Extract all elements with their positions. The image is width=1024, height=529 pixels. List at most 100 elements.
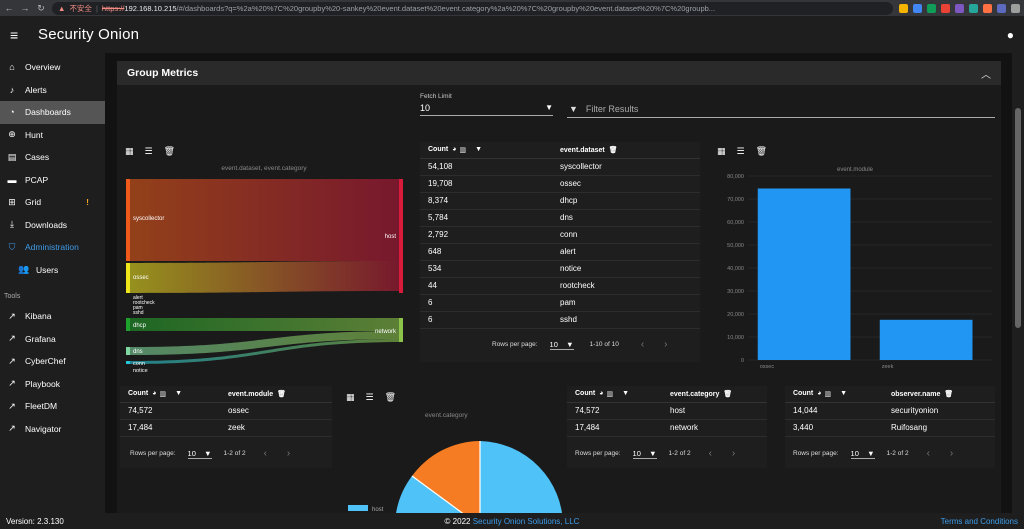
next-page-icon[interactable]: ›: [664, 339, 668, 350]
extension-icon[interactable]: [899, 3, 908, 13]
column-header-count[interactable]: Count ◕ ▥ ▼: [420, 142, 552, 159]
fetch-limit-select[interactable]: 10 ▼: [420, 100, 553, 116]
pie-icon[interactable]: ◕: [452, 145, 457, 153]
reload-icon[interactable]: ↻: [37, 2, 45, 13]
caret-down-icon[interactable]: ▼: [475, 145, 483, 153]
sidebar-item-downloads[interactable]: ⤓ Downloads: [0, 214, 105, 237]
delete-icon[interactable]: 🗑: [163, 146, 176, 156]
bar-chart-icon[interactable]: ▥: [606, 390, 614, 398]
caret-down-icon[interactable]: ▼: [840, 389, 848, 397]
rows-per-page-select[interactable]: 10 ▼: [850, 449, 875, 459]
next-page-icon[interactable]: ›: [949, 448, 954, 459]
delete-icon[interactable]: 🗑: [944, 390, 954, 398]
bar-zeek[interactable]: [879, 319, 973, 360]
next-page-icon[interactable]: ›: [731, 448, 736, 459]
sidebar-item-grid[interactable]: ⊞ Grid!: [0, 191, 105, 214]
table-row[interactable]: 3,440 Ruifosang: [785, 419, 995, 437]
user-icon[interactable]: ●: [1006, 27, 1014, 42]
column-header-count[interactable]: Count ◕ ▥ ▼: [785, 386, 883, 403]
extension-icon[interactable]: [955, 3, 964, 13]
sidebar-item-hunt[interactable]: ⊕ Hunt: [0, 124, 105, 147]
table-row[interactable]: 74,572 ossec: [120, 402, 332, 420]
table-row[interactable]: 534 notice: [420, 260, 700, 278]
sidebar-tool-navigator[interactable]: ↗ Navigator: [0, 418, 105, 441]
prev-page-icon[interactable]: ‹: [708, 448, 712, 459]
bar-chart-icon[interactable]: ▥: [459, 146, 467, 154]
delete-icon[interactable]: 🗑: [384, 392, 397, 402]
sidebar-tool-cyberchef[interactable]: ↗ CyberChef: [0, 350, 105, 373]
company-link[interactable]: Security Onion Solutions, LLC: [472, 516, 580, 526]
scrollbar-thumb[interactable]: [1015, 108, 1021, 328]
pie-icon[interactable]: ◕: [152, 389, 157, 397]
filter-input[interactable]: ▼ Filter Results: [567, 101, 995, 118]
list-view-icon[interactable]: ☰: [365, 392, 374, 402]
table-row[interactable]: 44 rootcheck: [420, 277, 700, 295]
address-bar[interactable]: ▲ 不安全 | https:// 192.168.10.215 /#/dashb…: [52, 1, 893, 15]
rows-per-page-select[interactable]: 10 ▼: [187, 449, 212, 459]
column-header-category[interactable]: event.category 🗑: [662, 386, 767, 403]
sidebar-item-administration[interactable]: ⛉ Administration: [0, 236, 105, 259]
sidebar-item-users[interactable]: 👥 Users: [0, 259, 105, 282]
bar-chart-icon[interactable]: ▥: [824, 390, 832, 398]
prev-page-icon[interactable]: ‹: [926, 448, 930, 459]
bar-chart-icon[interactable]: ▥: [159, 390, 167, 398]
sidebar-item-pcap[interactable]: ▬ PCAP: [0, 169, 105, 192]
prev-page-icon[interactable]: ‹: [263, 448, 267, 459]
sidebar-tool-playbook[interactable]: ↗ Playbook: [0, 373, 105, 396]
pie-icon[interactable]: ◕: [599, 389, 604, 397]
extension-icon[interactable]: [983, 3, 992, 13]
rows-per-page-select[interactable]: 10 ▼: [632, 449, 657, 459]
table-row[interactable]: 74,572 host: [567, 402, 767, 420]
column-header-count[interactable]: Count ◕ ▥ ▼: [120, 386, 220, 403]
fetch-limit[interactable]: Fetch Limit 10 ▼: [420, 93, 553, 116]
terms-link[interactable]: Terms and Conditions: [940, 516, 1018, 526]
table-view-icon[interactable]: ▦: [717, 146, 726, 156]
caret-down-icon[interactable]: ▼: [622, 389, 630, 397]
table-row[interactable]: 6 pam: [420, 294, 700, 312]
sidebar-item-overview[interactable]: ⌂ Overview: [0, 56, 105, 79]
table-row[interactable]: 2,792 conn: [420, 226, 700, 244]
table-row[interactable]: 17,484 network: [567, 419, 767, 437]
rows-per-page-select[interactable]: 10 ▼: [549, 340, 574, 350]
extension-icon[interactable]: [913, 3, 922, 13]
chevron-up-icon[interactable]: ︿: [981, 69, 991, 81]
table-row[interactable]: 54,108 syscollector: [420, 158, 700, 176]
bar-ossec[interactable]: [757, 188, 851, 360]
column-header-dataset[interactable]: event.dataset 🗑: [552, 142, 700, 159]
sidebar-tool-kibana[interactable]: ↗ Kibana: [0, 305, 105, 328]
list-view-icon[interactable]: ☰: [144, 146, 153, 156]
table-row[interactable]: 8,374 dhcp: [420, 192, 700, 210]
group-metrics-header[interactable]: Group Metrics ︿: [117, 61, 1001, 85]
list-view-icon[interactable]: ☰: [736, 146, 745, 156]
delete-icon[interactable]: 🗑: [277, 390, 287, 398]
table-view-icon[interactable]: ▦: [346, 392, 355, 402]
menu-icon[interactable]: ≡: [10, 26, 19, 43]
extension-icon[interactable]: [941, 3, 950, 13]
column-header-module[interactable]: event.module 🗑: [220, 386, 332, 403]
table-row[interactable]: 19,708 ossec: [420, 175, 700, 193]
table-row[interactable]: 5,784 dns: [420, 209, 700, 227]
prev-page-icon[interactable]: ‹: [640, 339, 645, 350]
sidebar-tool-fleetdm[interactable]: ↗ FleetDM: [0, 395, 105, 418]
sidebar-tool-grafana[interactable]: ↗ Grafana: [0, 328, 105, 351]
caret-down-icon[interactable]: ▼: [175, 389, 183, 397]
table-view-icon[interactable]: ▦: [125, 146, 134, 156]
column-header-observer[interactable]: observer.name 🗑: [883, 386, 995, 403]
sidebar-item-dashboards[interactable]: ◔ Dashboards: [0, 101, 105, 124]
column-header-count[interactable]: Count ◕ ▥ ▼: [567, 386, 662, 403]
extension-icon[interactable]: [1011, 3, 1020, 13]
delete-icon[interactable]: 🗑: [723, 390, 733, 398]
delete-icon[interactable]: 🗑: [755, 146, 768, 156]
table-row[interactable]: 648 alert: [420, 243, 700, 261]
sidebar-item-alerts[interactable]: ♪ Alerts: [0, 79, 105, 102]
forward-icon[interactable]: →: [20, 3, 30, 13]
extension-icon[interactable]: [969, 3, 978, 13]
extension-icon[interactable]: [997, 3, 1006, 13]
table-row[interactable]: 14,044 securityonion: [785, 402, 995, 420]
next-page-icon[interactable]: ›: [286, 448, 291, 459]
page-scrollbar[interactable]: [1012, 53, 1024, 513]
sidebar-item-cases[interactable]: ▤ Cases: [0, 146, 105, 169]
table-row[interactable]: 17,484 zeek: [120, 419, 332, 437]
table-row[interactable]: 6 sshd: [420, 311, 700, 329]
pie-icon[interactable]: ◕: [817, 389, 822, 397]
